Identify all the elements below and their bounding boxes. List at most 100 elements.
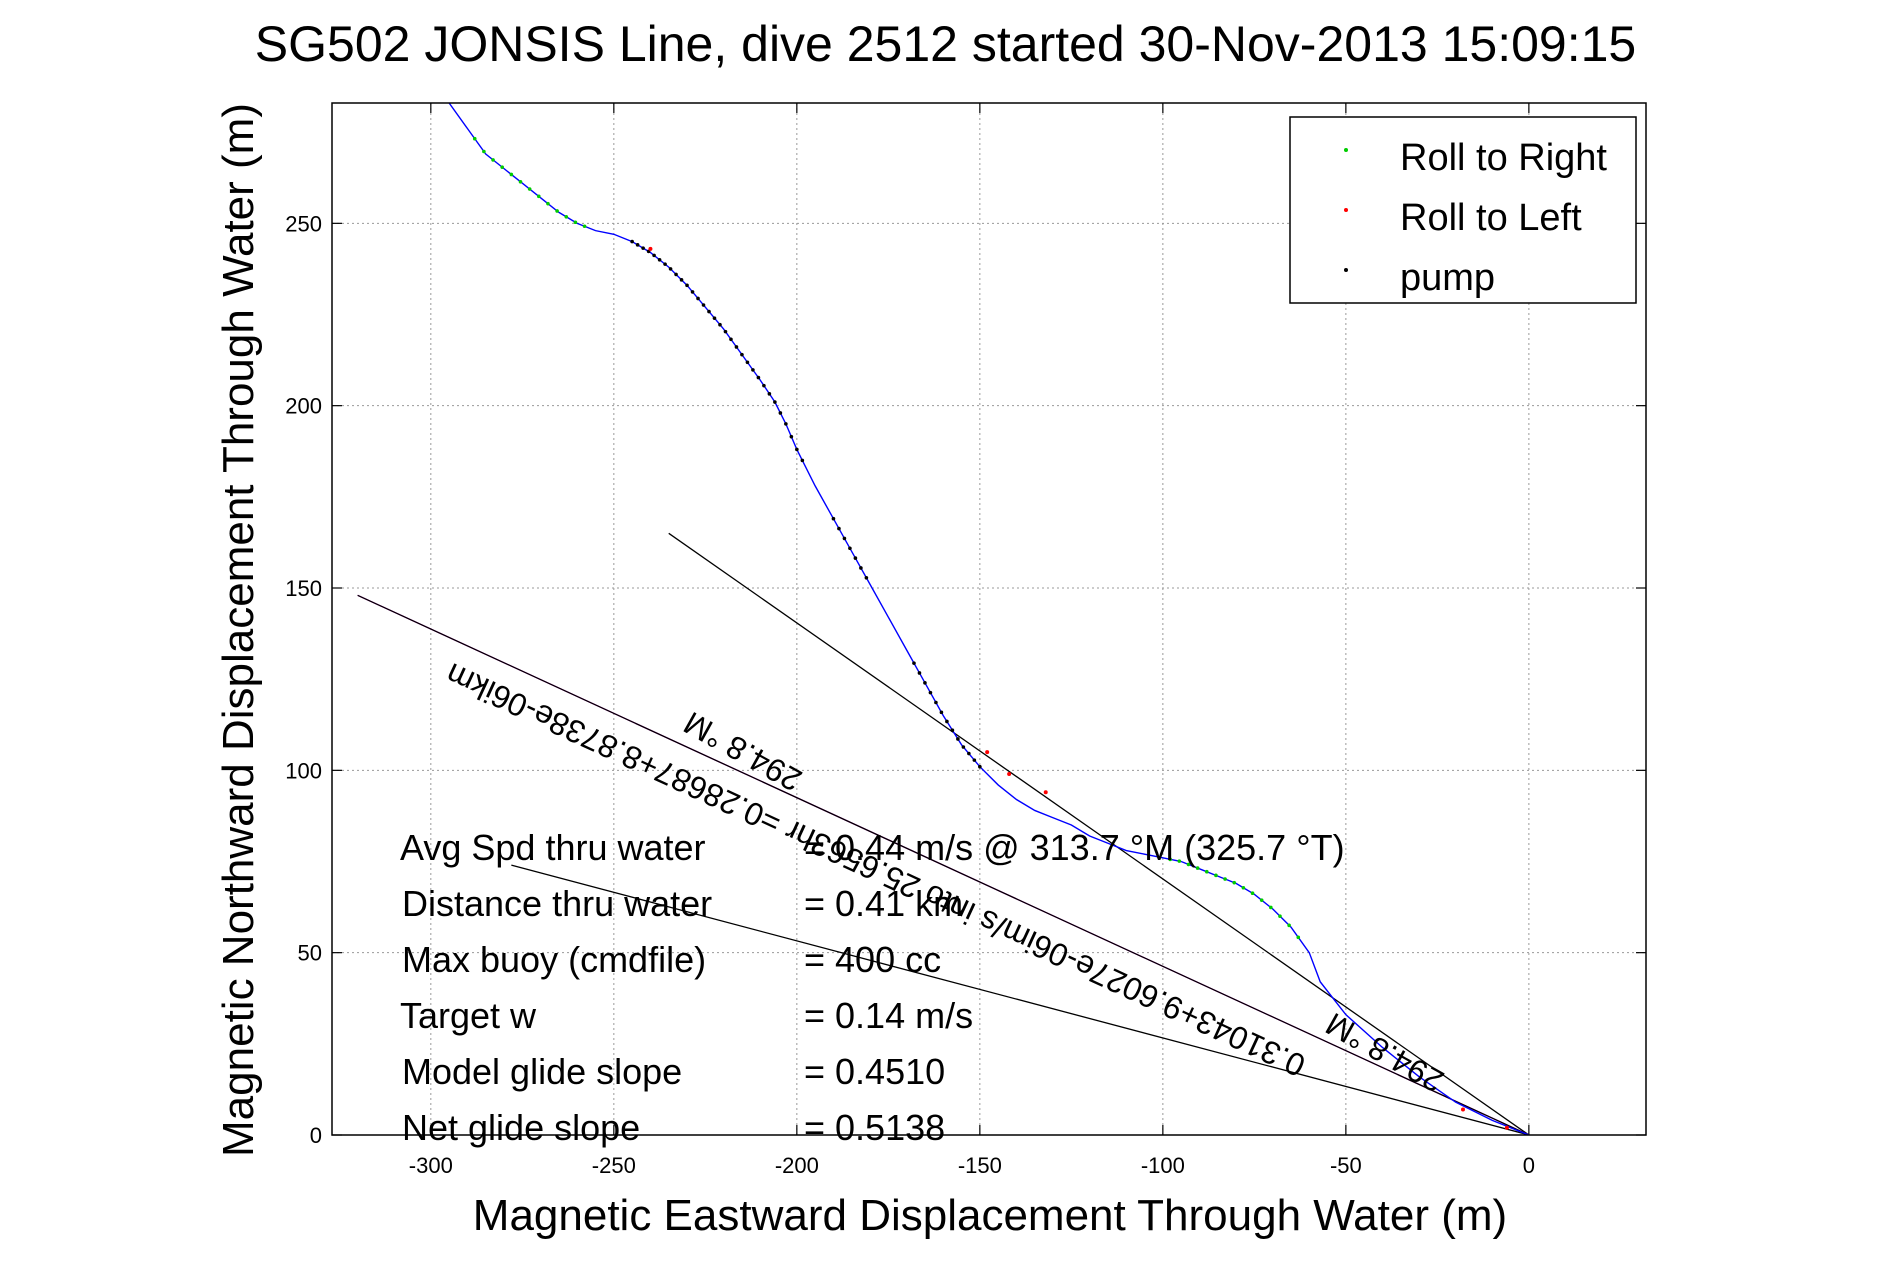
pump-marker xyxy=(800,458,805,463)
x-tick-label: -150 xyxy=(958,1153,1002,1178)
stat-value: = 0.5138 xyxy=(804,1107,945,1148)
pump-marker xyxy=(789,434,794,439)
y-tick-label: 150 xyxy=(285,576,322,601)
pump-marker xyxy=(734,345,739,349)
roll-left-marker xyxy=(985,750,990,755)
stat-label: Net glide slope xyxy=(402,1107,640,1148)
pump-marker xyxy=(668,267,673,271)
roll-right-marker xyxy=(1223,877,1227,881)
pump-marker xyxy=(842,536,847,541)
legend-marker-pump xyxy=(1344,268,1348,272)
roll-right-marker xyxy=(1195,866,1200,870)
roll-right-marker xyxy=(1250,891,1255,896)
x-tick-label: -100 xyxy=(1141,1153,1185,1178)
pump-marker xyxy=(859,566,863,570)
pump-marker xyxy=(967,751,971,756)
pump-marker xyxy=(939,710,944,715)
pump-marker xyxy=(831,516,836,521)
roll-right-marker xyxy=(1278,914,1282,919)
roll-right-marker xyxy=(1204,869,1209,874)
legend: Roll to Right Roll to Left pump xyxy=(1289,116,1637,304)
y-tick-label: 200 xyxy=(285,394,322,419)
stat-label: Model glide slope xyxy=(402,1051,682,1092)
pump-marker xyxy=(740,352,744,357)
roll-right-marker xyxy=(582,224,587,229)
x-tick-label: -50 xyxy=(1330,1153,1362,1178)
roll-right-marker xyxy=(500,165,504,169)
roll-right-marker xyxy=(546,201,550,206)
roll-left-marker xyxy=(1043,790,1048,795)
roll-right-marker xyxy=(509,172,514,177)
x-tick-label: 0 xyxy=(1523,1153,1535,1178)
roll-right-marker xyxy=(1214,873,1218,878)
pump-marker xyxy=(956,737,960,741)
x-tick-label: -200 xyxy=(775,1153,819,1178)
chart-title: SG502 JONSIS Line, dive 2512 started 30-… xyxy=(254,16,1637,72)
pump-marker xyxy=(945,719,949,724)
roll-right-marker xyxy=(1259,898,1264,902)
pump-marker xyxy=(934,700,938,705)
legend-marker-roll-left xyxy=(1344,208,1348,212)
stat-value: = 0.41 km xyxy=(804,883,963,924)
pump-marker xyxy=(635,243,640,247)
stat-label: Max buoy (cmdfile) xyxy=(402,939,706,980)
pump-marker xyxy=(928,690,933,695)
pump-marker xyxy=(773,400,777,404)
stat-value: = 400 cc xyxy=(804,939,941,980)
legend-label: pump xyxy=(1400,257,1495,299)
pump-marker xyxy=(696,296,700,301)
pump-marker xyxy=(864,575,869,580)
pump-marker xyxy=(652,253,656,258)
heading-line-2 xyxy=(511,864,1530,1135)
roll-right-marker xyxy=(1177,859,1182,863)
roll-right-marker xyxy=(1296,935,1301,940)
pump-marker xyxy=(762,383,766,388)
reference-lines xyxy=(357,532,1530,1135)
axis-ticks: -300 -250 -200 -150 -100 -50 0 0 50 100 150 200 250 xyxy=(285,103,1646,1178)
roll-right-marker xyxy=(1241,885,1246,890)
y-tick-label: 0 xyxy=(310,1123,322,1148)
pump-marker xyxy=(674,272,678,277)
pump-marker xyxy=(751,368,755,372)
stat-value: = 0.14 m/s xyxy=(804,995,973,1036)
pump-marker xyxy=(923,681,927,685)
pump-marker xyxy=(784,422,788,426)
roll-right-marker xyxy=(1232,880,1237,885)
legend-label: Roll to Right xyxy=(1400,137,1607,179)
pump-marker xyxy=(848,546,852,551)
pump-marker xyxy=(912,661,916,665)
pump-marker xyxy=(690,290,695,294)
pump-marker xyxy=(961,745,966,749)
pump-marker xyxy=(756,375,761,380)
roll-right-marker xyxy=(491,158,495,162)
roll-left-marker xyxy=(1007,771,1012,776)
pump-marker xyxy=(767,392,772,396)
roll-right-marker xyxy=(1168,857,1172,862)
roll-left-marker xyxy=(1504,1125,1509,1130)
pump-marker xyxy=(718,322,722,327)
stat-value: = 0.44 m/s @ 313.7 °M (325.7 °T) xyxy=(804,827,1345,868)
pump-marker xyxy=(778,411,783,415)
roll-right-marker xyxy=(1269,905,1273,910)
y-axis-label: Magnetic Northward Displacement Through … xyxy=(214,103,263,1157)
y-tick-label: 100 xyxy=(285,758,322,783)
x-tick-label: -250 xyxy=(592,1153,636,1178)
track-markers xyxy=(472,136,1509,1130)
legend-marker-roll-right xyxy=(1344,148,1348,152)
x-tick-label: -300 xyxy=(409,1153,453,1178)
roll-right-marker xyxy=(518,179,523,184)
stat-label: Target w xyxy=(400,995,537,1036)
pump-marker xyxy=(707,309,711,314)
stats-block: Avg Spd thru water = 0.44 m/s @ 313.7 °M… xyxy=(400,827,1345,1148)
x-axis-label: Magnetic Eastward Displacement Through W… xyxy=(473,1191,1507,1240)
pump-marker xyxy=(917,671,922,675)
pump-marker xyxy=(853,556,858,560)
heading-line-1 xyxy=(668,532,1530,1135)
pump-marker xyxy=(641,246,645,250)
roll-right-marker xyxy=(564,214,569,219)
pump-marker xyxy=(729,337,733,342)
pump-marker xyxy=(978,764,982,769)
plot-frame xyxy=(331,102,1647,1136)
current-line-overlay xyxy=(357,594,1530,1135)
stat-label: Distance thru water xyxy=(402,883,712,924)
